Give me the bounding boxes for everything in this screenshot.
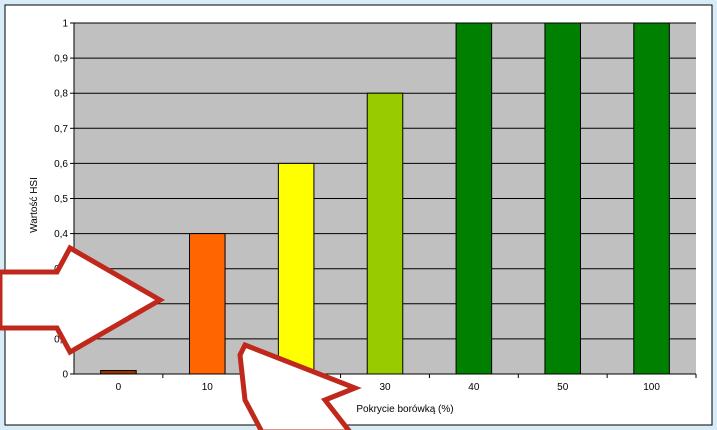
- x-tick-label-40: 40: [468, 382, 480, 393]
- y-tick-label: 0,6: [54, 159, 68, 170]
- annotation-arrow-up-left: [237, 341, 362, 430]
- y-tick-label: 0: [62, 370, 68, 381]
- x-tick-label-0: 0: [116, 382, 122, 393]
- y-tick-label: 0,4: [54, 229, 68, 240]
- y-tick-label: 1: [62, 19, 68, 30]
- bar-30: [366, 92, 404, 375]
- x-axis-label: Pokrycie borówką (%): [356, 404, 453, 415]
- y-tick-label: 0,8: [54, 89, 68, 100]
- y-tick-label: 0,7: [54, 124, 68, 135]
- bar-0: [100, 369, 137, 375]
- bar-10: [189, 233, 226, 375]
- bar-100: [633, 22, 670, 375]
- x-tick-label-100: 100: [643, 382, 660, 393]
- bar-40: [455, 22, 493, 375]
- x-tick-label-50: 50: [557, 382, 569, 393]
- y-tick-label: 0,5: [54, 194, 68, 205]
- annotation-arrow-right: [0, 244, 165, 356]
- bars: [100, 22, 670, 375]
- bar-50: [544, 22, 581, 375]
- bar-20: [277, 162, 315, 375]
- x-tick-label-30: 30: [379, 382, 391, 393]
- y-tick-label: 0,9: [54, 54, 68, 65]
- x-tick-label-10: 10: [202, 382, 214, 393]
- y-axis-label: Wartość HSI: [29, 177, 40, 233]
